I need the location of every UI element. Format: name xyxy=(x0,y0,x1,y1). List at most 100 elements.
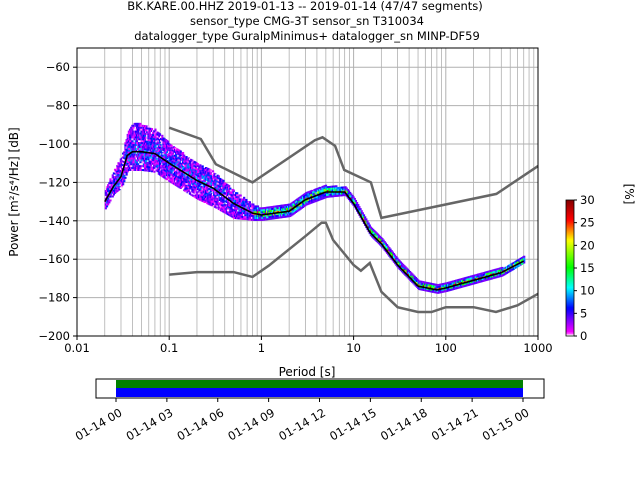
histogram-cell xyxy=(203,174,207,177)
histogram-cell xyxy=(191,174,194,177)
histogram-cell xyxy=(137,128,140,131)
histogram-cell xyxy=(502,272,505,275)
histogram-cell xyxy=(171,155,174,158)
histogram-cell xyxy=(323,188,326,191)
histogram-cell xyxy=(233,192,237,195)
histogram-cell xyxy=(224,184,227,187)
histogram-cell xyxy=(132,151,135,154)
histogram-cell xyxy=(124,171,127,174)
histogram-cell xyxy=(384,250,388,253)
histogram-cell xyxy=(255,211,258,214)
histogram-cell xyxy=(107,186,110,189)
histogram-cell xyxy=(379,239,382,242)
histogram-cell xyxy=(137,134,140,137)
histogram-cell xyxy=(240,202,243,205)
histogram-cell xyxy=(169,180,172,183)
histogram-cell xyxy=(188,162,192,165)
histogram-cell xyxy=(196,165,200,168)
histogram-cell xyxy=(209,169,212,172)
histogram-cell xyxy=(161,155,164,158)
histogram-cell xyxy=(244,210,247,213)
histogram-cell xyxy=(178,176,181,179)
histogram-cell xyxy=(281,214,284,217)
histogram-cell xyxy=(407,273,411,276)
histogram-cell xyxy=(290,206,293,209)
histogram-cell xyxy=(448,289,451,292)
histogram-cell xyxy=(137,144,140,146)
histogram-cell xyxy=(355,202,359,205)
histogram-cell xyxy=(346,192,349,195)
histogram-cell xyxy=(116,164,119,167)
histogram-cell xyxy=(130,157,133,160)
histogram-cell xyxy=(196,186,200,189)
histogram-cell xyxy=(122,177,125,180)
histogram-cell xyxy=(277,205,280,208)
histogram-cell xyxy=(183,164,186,167)
histogram-cell xyxy=(140,130,143,133)
histogram-cell xyxy=(161,152,164,155)
histogram-cell xyxy=(171,180,174,183)
histogram-cell xyxy=(241,204,245,207)
histogram-cell xyxy=(277,208,280,211)
histogram-cell xyxy=(336,189,339,192)
histogram-cell xyxy=(138,157,141,160)
histogram-cell xyxy=(180,181,184,184)
histogram-cell xyxy=(232,199,235,202)
histogram-cell xyxy=(140,140,143,143)
histogram-cell xyxy=(156,137,159,140)
histogram-cell xyxy=(186,175,189,178)
histogram-cell xyxy=(124,148,127,151)
histogram-cell xyxy=(206,177,209,180)
colorbar-segment xyxy=(566,316,574,319)
histogram-cell xyxy=(425,285,428,288)
histogram-cell xyxy=(186,164,189,167)
histogram-cell xyxy=(321,193,324,196)
histogram-cell xyxy=(139,142,142,145)
histogram-cell xyxy=(274,205,277,208)
histogram-cell xyxy=(319,198,322,201)
histogram-cell xyxy=(468,281,472,284)
histogram-cell xyxy=(345,195,348,198)
histogram-cell xyxy=(264,208,268,211)
histogram-cell xyxy=(243,202,246,205)
histogram-cell xyxy=(132,149,135,152)
histogram-cell xyxy=(154,134,157,137)
histogram-cell xyxy=(429,286,432,289)
histogram-cell xyxy=(337,192,340,195)
histogram-cell xyxy=(180,162,184,165)
histogram-cell xyxy=(148,162,151,165)
histogram-cell xyxy=(162,162,165,165)
histogram-cell xyxy=(285,211,288,214)
histogram-cell xyxy=(171,147,174,150)
histogram-cell xyxy=(338,192,341,195)
histogram-cell xyxy=(195,191,199,194)
histogram-cell xyxy=(477,275,480,278)
histogram-cell xyxy=(232,216,235,219)
histogram-cell xyxy=(110,191,113,194)
histogram-cell xyxy=(291,213,294,216)
histogram-cell xyxy=(154,159,157,162)
histogram-cell xyxy=(172,176,175,179)
histogram-cell xyxy=(249,205,253,208)
histogram-cell xyxy=(126,141,129,144)
histogram-cell xyxy=(392,256,396,259)
histogram-cell xyxy=(448,283,451,286)
histogram-cell xyxy=(122,175,125,178)
histogram-cell xyxy=(390,257,393,260)
histogram-cell xyxy=(268,215,271,218)
histogram-cell xyxy=(447,283,450,286)
histogram-cell xyxy=(139,161,142,164)
histogram-cell xyxy=(519,263,522,266)
histogram-cell xyxy=(137,159,140,162)
histogram-cell xyxy=(149,137,152,140)
histogram-cell xyxy=(243,212,246,215)
histogram-cell xyxy=(241,200,245,203)
histogram-cell xyxy=(165,155,169,158)
histogram-cell xyxy=(192,191,195,194)
histogram-cell xyxy=(276,216,279,219)
histogram-cell xyxy=(516,261,519,264)
histogram-cell xyxy=(169,144,172,147)
histogram-cell xyxy=(455,279,458,282)
histogram-cell xyxy=(139,130,142,133)
histogram-cell xyxy=(122,162,125,165)
